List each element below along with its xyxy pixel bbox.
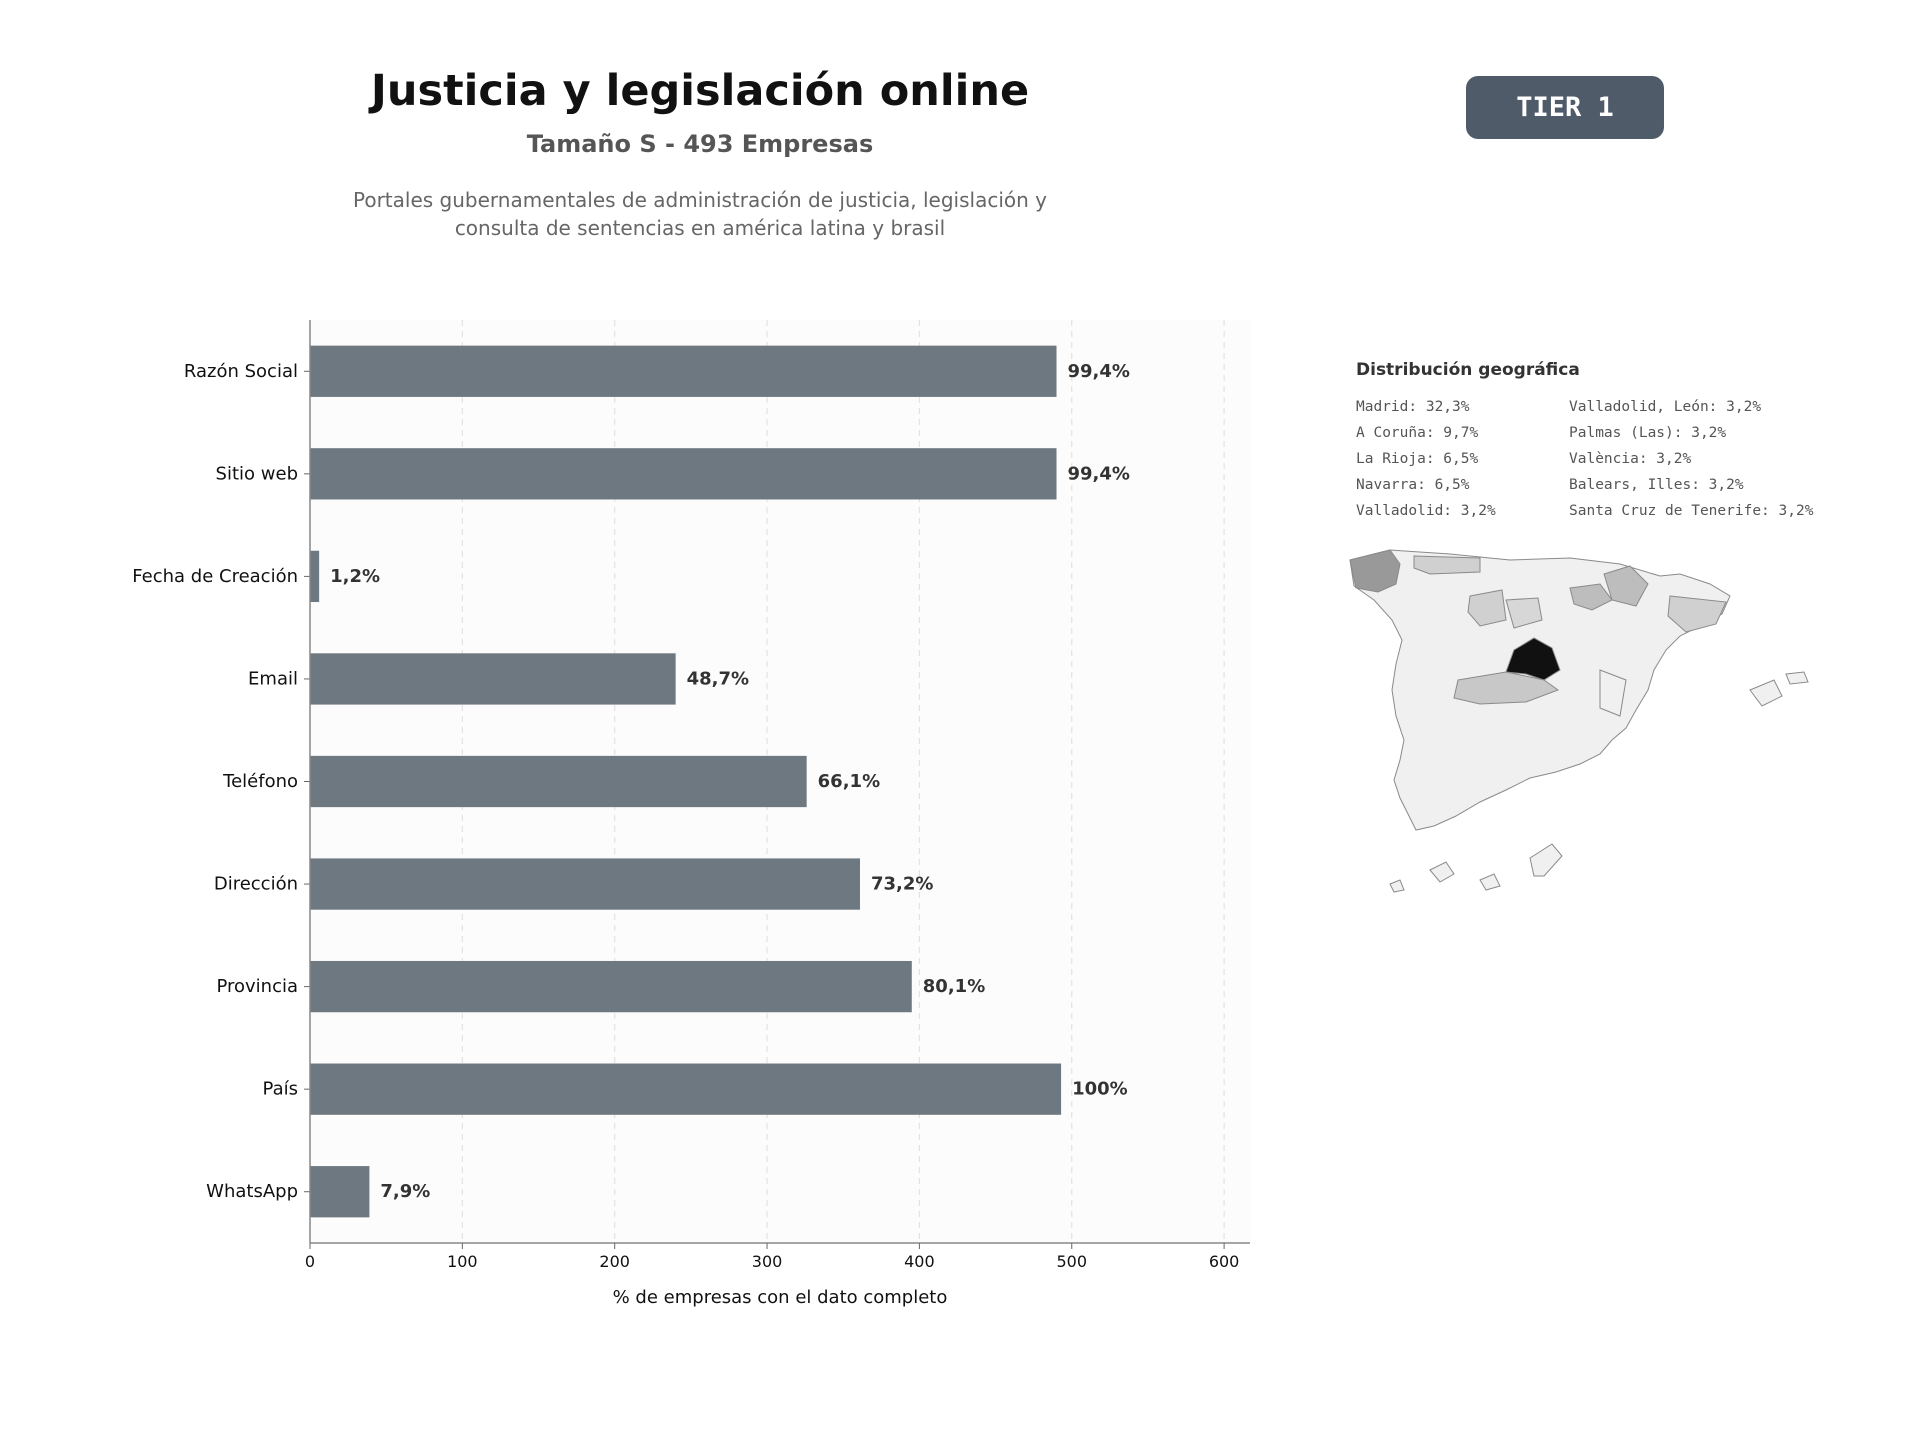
bar [310, 1063, 1062, 1115]
map-balears-2 [1785, 671, 1809, 685]
category-label: Razón Social [184, 361, 298, 382]
bar [310, 755, 807, 808]
geo-item: Madrid: 32,3% [1356, 399, 1470, 415]
x-tick-label: 500 [1056, 1252, 1087, 1271]
data-label: 100% [1072, 1079, 1128, 1100]
geo-item: Valladolid, León: 3,2% [1569, 399, 1762, 415]
description: Portales gubernamentales de administraci… [300, 186, 1100, 242]
geo-item: Palmas (Las): 3,2% [1569, 425, 1727, 441]
geo-item: Santa Cruz de Tenerife: 3,2% [1569, 503, 1814, 519]
description-line-2: consulta de sentencias en américa latina… [454, 216, 946, 240]
x-tick-label: 300 [752, 1252, 783, 1271]
map-canarias-2 [1479, 873, 1501, 891]
data-label: 48,7% [687, 668, 749, 689]
x-tick-label: 200 [599, 1252, 630, 1271]
description-line-1: Portales gubernamentales de administraci… [353, 188, 1047, 212]
tier-badge: TIER 1 [1466, 76, 1664, 139]
map-region-valencia [1599, 669, 1627, 717]
bar [310, 1166, 370, 1218]
category-label: Provincia [216, 976, 298, 997]
geo-item: Balears, Illes: 3,2% [1569, 477, 1744, 493]
page-subtitle: Tamaño S - 493 Empresas [526, 130, 874, 158]
geo-item: La Rioja: 6,5% [1356, 451, 1479, 467]
category-label: Teléfono [222, 771, 298, 792]
bar [310, 345, 1057, 397]
category-label: Dirección [214, 874, 298, 895]
category-label: Fecha de Creación [132, 566, 298, 587]
x-axis-title: % de empresas con el dato completo [613, 1287, 948, 1308]
map-region-catalonia [1667, 595, 1727, 633]
category-label: País [263, 1079, 298, 1100]
category-label: Sitio web [216, 463, 298, 484]
data-label: 99,4% [1068, 463, 1130, 484]
map-region-navarra [1603, 565, 1649, 607]
x-tick-label: 0 [305, 1252, 315, 1271]
map-region-toledo [1453, 671, 1560, 705]
spain-map [1349, 549, 1809, 893]
map-region-leon [1467, 589, 1507, 627]
bar [310, 550, 320, 603]
geo-distribution-list: Madrid: 32,3% Valladolid, León: 3,2% A C… [1356, 396, 1869, 522]
map-canarias-1 [1429, 861, 1455, 883]
map-balears [1749, 679, 1783, 707]
category-label: Email [248, 668, 298, 689]
data-label: 99,4% [1068, 361, 1130, 382]
x-tick-label: 100 [447, 1252, 478, 1271]
title-block: Justicia y legislación online Tamaño S -… [200, 64, 1200, 158]
data-label: 66,1% [818, 771, 880, 792]
geo-item: A Coruña: 9,7% [1356, 425, 1479, 441]
x-tick-label: 600 [1209, 1252, 1240, 1271]
geo-item: Valladolid: 3,2% [1356, 503, 1496, 519]
page-title: Justicia y legislación online [370, 66, 1030, 116]
map-region-galicia [1349, 549, 1401, 593]
bar [310, 960, 912, 1013]
data-label: 7,9% [380, 1181, 430, 1202]
geo-item: València: 3,2% [1569, 451, 1692, 467]
geo-item: Navarra: 6,5% [1356, 477, 1470, 493]
bar [310, 858, 860, 910]
category-label: WhatsApp [206, 1181, 298, 1202]
data-label: 73,2% [871, 874, 933, 895]
geo-title: Distribución geográfica [1356, 360, 1580, 380]
data-label: 80,1% [923, 976, 985, 997]
map-region-rioja [1569, 583, 1613, 611]
bar [310, 448, 1057, 500]
map-region-asturias [1413, 555, 1481, 575]
map-canarias-3 [1529, 843, 1563, 877]
map-region-valladolid [1505, 597, 1543, 629]
x-tick-label: 400 [904, 1252, 935, 1271]
data-label: 1,2% [330, 566, 380, 587]
bar [310, 653, 676, 705]
map-canarias-4 [1389, 879, 1405, 893]
